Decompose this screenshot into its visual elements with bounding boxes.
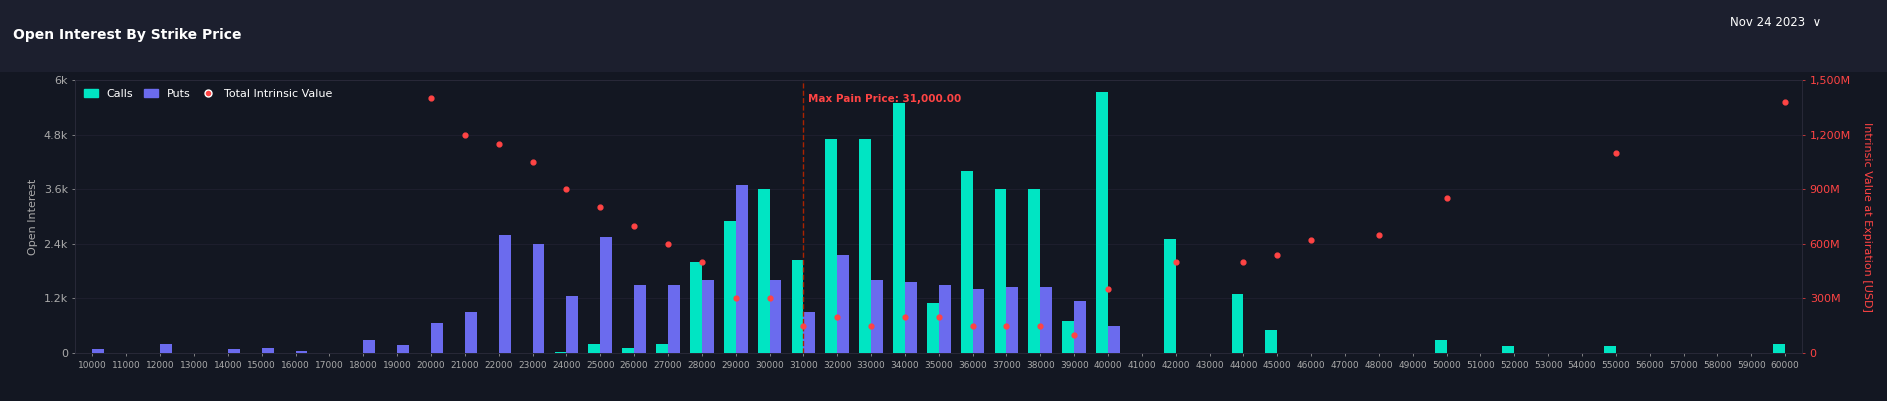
Point bbox=[483, 141, 513, 147]
Bar bbox=[838, 255, 849, 353]
Text: Open Interest By Strike Price: Open Interest By Strike Price bbox=[13, 28, 242, 42]
Bar bbox=[1232, 294, 1244, 353]
Point bbox=[1600, 150, 1630, 156]
Bar bbox=[1040, 287, 1053, 353]
Bar bbox=[759, 189, 770, 353]
Point bbox=[1770, 99, 1800, 105]
Bar bbox=[160, 344, 172, 353]
Bar bbox=[600, 237, 611, 353]
Bar bbox=[770, 280, 781, 353]
Bar bbox=[228, 349, 240, 353]
Bar bbox=[532, 244, 543, 353]
Point bbox=[755, 295, 785, 302]
Point bbox=[1161, 259, 1191, 265]
Point bbox=[1025, 322, 1055, 329]
Bar bbox=[972, 289, 985, 353]
Bar bbox=[872, 280, 883, 353]
Point bbox=[517, 159, 547, 165]
Bar bbox=[791, 260, 804, 353]
Point bbox=[1296, 237, 1327, 243]
Bar bbox=[1062, 321, 1074, 353]
Bar bbox=[804, 312, 815, 353]
Text: Max Pain Price: 31,000.00: Max Pain Price: 31,000.00 bbox=[808, 94, 962, 104]
Bar bbox=[859, 139, 872, 353]
Point bbox=[1059, 332, 1089, 338]
Bar bbox=[589, 344, 600, 353]
Bar bbox=[1434, 340, 1447, 353]
Bar bbox=[1266, 330, 1277, 353]
Bar bbox=[994, 189, 1006, 353]
Bar bbox=[1074, 301, 1087, 353]
Point bbox=[1228, 259, 1259, 265]
Bar bbox=[736, 185, 747, 353]
Point bbox=[415, 95, 445, 101]
Point bbox=[991, 322, 1021, 329]
Point bbox=[925, 313, 955, 320]
Bar bbox=[1604, 346, 1615, 353]
Point bbox=[687, 259, 717, 265]
Point bbox=[1093, 286, 1123, 292]
Bar bbox=[262, 348, 274, 353]
Y-axis label: Intrinsic Value at Expiration [USD]: Intrinsic Value at Expiration [USD] bbox=[1862, 122, 1872, 312]
Bar bbox=[960, 171, 972, 353]
Bar bbox=[927, 303, 940, 353]
Bar bbox=[634, 285, 645, 353]
Bar bbox=[940, 285, 951, 353]
Point bbox=[619, 223, 649, 229]
Point bbox=[1262, 251, 1293, 258]
Bar bbox=[1006, 287, 1019, 353]
Point bbox=[789, 322, 819, 329]
Point bbox=[1364, 231, 1394, 238]
Bar bbox=[893, 103, 906, 353]
Bar bbox=[364, 340, 376, 353]
Point bbox=[381, 59, 411, 65]
Bar bbox=[296, 351, 308, 353]
Bar bbox=[1164, 239, 1176, 353]
Point bbox=[653, 241, 683, 247]
Bar bbox=[92, 349, 104, 353]
Bar bbox=[1774, 344, 1785, 353]
Point bbox=[721, 295, 751, 302]
Bar bbox=[464, 312, 477, 353]
Bar bbox=[668, 285, 679, 353]
Legend: Calls, Puts, Total Intrinsic Value: Calls, Puts, Total Intrinsic Value bbox=[81, 86, 336, 102]
Bar bbox=[430, 323, 443, 353]
Point bbox=[449, 132, 479, 138]
Point bbox=[349, 22, 379, 29]
Point bbox=[551, 186, 581, 192]
Bar bbox=[566, 296, 577, 353]
Bar bbox=[725, 221, 736, 353]
Bar bbox=[498, 235, 511, 353]
Point bbox=[957, 322, 987, 329]
Bar bbox=[1502, 346, 1515, 353]
Bar bbox=[555, 352, 566, 353]
Bar bbox=[825, 139, 838, 353]
Bar bbox=[396, 345, 409, 353]
Bar bbox=[702, 280, 713, 353]
Point bbox=[1432, 195, 1462, 202]
Bar bbox=[1108, 326, 1119, 353]
Point bbox=[891, 313, 921, 320]
Bar bbox=[1096, 91, 1108, 353]
Bar bbox=[691, 262, 702, 353]
Text: Nov 24 2023  ∨: Nov 24 2023 ∨ bbox=[1730, 16, 1821, 29]
Y-axis label: Open Interest: Open Interest bbox=[28, 178, 38, 255]
Bar bbox=[623, 348, 634, 353]
Point bbox=[823, 313, 853, 320]
Bar bbox=[1028, 189, 1040, 353]
Point bbox=[857, 322, 887, 329]
Bar bbox=[906, 282, 917, 353]
Point bbox=[585, 204, 615, 211]
Bar bbox=[657, 344, 668, 353]
